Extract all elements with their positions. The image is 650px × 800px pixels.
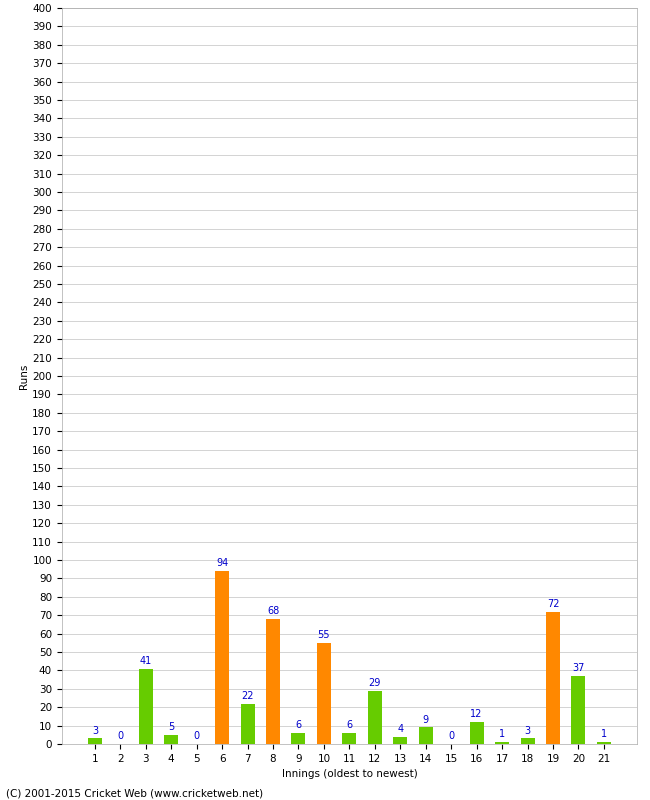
Text: 0: 0	[117, 731, 124, 742]
Bar	[343, 733, 356, 744]
Text: 37: 37	[572, 663, 584, 673]
Text: 1: 1	[601, 730, 607, 739]
Bar	[266, 619, 280, 744]
Text: 4: 4	[397, 724, 404, 734]
Text: 3: 3	[92, 726, 98, 736]
Bar	[291, 733, 305, 744]
Text: 29: 29	[369, 678, 381, 688]
Text: 1: 1	[499, 730, 505, 739]
Bar	[164, 734, 178, 744]
Y-axis label: Runs: Runs	[20, 363, 29, 389]
Text: 5: 5	[168, 722, 174, 732]
Text: 6: 6	[295, 720, 302, 730]
Bar	[419, 727, 433, 744]
Bar	[240, 703, 255, 744]
Bar	[546, 611, 560, 744]
Bar	[317, 642, 331, 744]
Text: 6: 6	[346, 720, 352, 730]
Bar	[393, 737, 408, 744]
Text: 9: 9	[422, 714, 429, 725]
Bar	[571, 676, 586, 744]
Text: 41: 41	[140, 656, 152, 666]
Bar	[597, 742, 611, 744]
Text: 0: 0	[194, 731, 200, 742]
X-axis label: Innings (oldest to newest): Innings (oldest to newest)	[281, 770, 417, 779]
Text: 22: 22	[241, 690, 254, 701]
Bar	[88, 738, 102, 744]
Text: 94: 94	[216, 558, 228, 568]
Text: (C) 2001-2015 Cricket Web (www.cricketweb.net): (C) 2001-2015 Cricket Web (www.cricketwe…	[6, 789, 264, 798]
Text: 3: 3	[525, 726, 530, 736]
Bar	[469, 722, 484, 744]
Bar	[139, 669, 153, 744]
Text: 0: 0	[448, 731, 454, 742]
Text: 72: 72	[547, 598, 559, 609]
Bar	[521, 738, 534, 744]
Bar	[215, 571, 229, 744]
Text: 68: 68	[267, 606, 279, 616]
Bar	[368, 690, 382, 744]
Text: 12: 12	[471, 709, 483, 719]
Bar	[495, 742, 509, 744]
Text: 55: 55	[318, 630, 330, 640]
